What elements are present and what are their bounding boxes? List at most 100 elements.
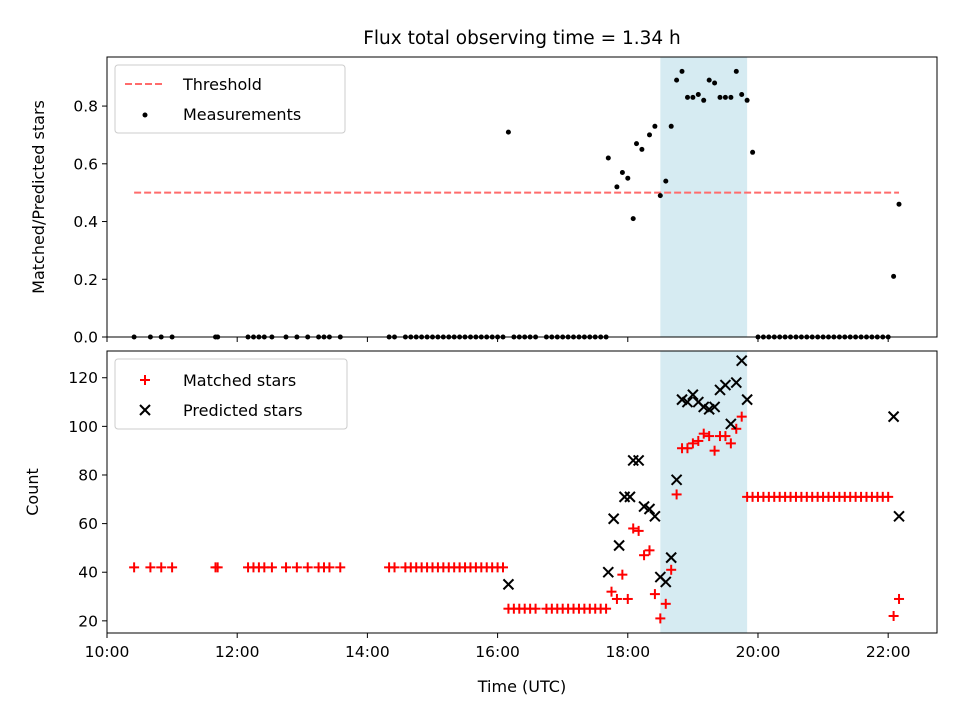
matched-star-point	[530, 603, 541, 614]
matched-star-point	[601, 603, 612, 614]
top-legend: Threshold Measurements	[114, 64, 346, 134]
matched-star-point	[324, 562, 335, 573]
matched-star-point	[639, 550, 650, 561]
measurement-point	[634, 141, 639, 147]
predicted-star-point	[649, 510, 661, 523]
matched-stars-points	[129, 411, 905, 624]
matched-star-point	[611, 593, 622, 604]
bottom-ytick-label: 40	[78, 564, 98, 582]
measurement-point	[614, 184, 620, 190]
predicted-star-point	[643, 503, 656, 515]
bottom-xtick-label: 20:00	[736, 643, 781, 661]
measurement-point	[712, 80, 718, 86]
bottom-ytick-label: 80	[78, 466, 98, 484]
legend-threshold-label: Threshold	[182, 75, 262, 94]
measurement-point	[717, 94, 723, 100]
matched-star-point	[736, 411, 747, 422]
legend-matched-icon	[140, 375, 150, 385]
bottom-highlight-span	[660, 351, 748, 633]
matched-star-point	[655, 613, 666, 624]
matched-star-point	[698, 428, 709, 439]
matched-star-point	[498, 562, 509, 573]
matched-star-point	[660, 598, 671, 609]
legend-measurements-icon	[142, 112, 148, 118]
figure-title: Flux total observing time = 1.34 h	[363, 28, 681, 49]
matched-star-point	[266, 562, 277, 573]
matched-star-point	[212, 562, 223, 573]
matched-star-point	[628, 523, 639, 534]
measurement-point	[657, 193, 663, 199]
measurement-point	[891, 273, 897, 279]
legend-predicted-icon	[139, 404, 151, 416]
predicted-stars-points	[502, 355, 905, 591]
predicted-star-point	[687, 389, 699, 401]
top-panel: 0.00.20.40.60.8 Matched/Predicted stars …	[29, 56, 938, 347]
matched-star-point	[720, 431, 731, 442]
matched-star-point	[617, 569, 628, 580]
matched-star-point	[666, 564, 677, 575]
measurement-point	[630, 216, 636, 222]
top-plot-frame	[106, 56, 938, 338]
legend-predicted-label: Predicted stars	[183, 401, 303, 420]
measurement-point	[619, 170, 625, 175]
top-y-axis: 0.0 0.2 0.4 0.6 0.8	[73, 98, 107, 347]
matched-star-point	[682, 443, 693, 454]
top-points	[131, 68, 902, 340]
matched-star-point	[129, 562, 140, 573]
measurement-point	[695, 92, 701, 97]
matched-star-point	[302, 562, 313, 573]
measurement-point	[706, 77, 712, 83]
matched-star-point	[687, 438, 698, 449]
measurement-point	[605, 155, 611, 161]
bottom-ytick-label: 120	[68, 369, 98, 387]
matched-star-point	[335, 562, 346, 573]
top-ytick-label: 0.2	[73, 271, 98, 289]
matched-star-point	[671, 489, 682, 500]
bottom-legend-box	[114, 358, 348, 430]
legend-measurements-label: Measurements	[183, 105, 301, 124]
measurement-point	[505, 129, 511, 135]
top-ytick-label: 0.0	[73, 329, 98, 347]
matched-star-point	[167, 562, 178, 573]
predicted-star-point	[730, 376, 742, 389]
top-legend-box	[114, 64, 346, 134]
bottom-panel: 20 40 60 80 100 120 10:00 12:00 14:00 16:00 18:00…	[23, 350, 938, 696]
predicted-star-point	[887, 410, 900, 423]
measurement-point	[652, 123, 658, 129]
predicted-star-point	[741, 393, 753, 406]
measurement-point	[896, 201, 902, 207]
predicted-star-point	[681, 396, 694, 408]
predicted-star-point	[607, 513, 620, 525]
bottom-plot-frame	[106, 350, 938, 634]
bottom-xtick-label: 16:00	[475, 643, 520, 661]
predicted-star-point	[632, 454, 645, 467]
matched-star-point	[704, 431, 715, 442]
measurement-point	[733, 68, 739, 74]
matched-star-point	[633, 525, 644, 536]
measurement-point	[668, 123, 674, 129]
bottom-ytick-label: 60	[78, 515, 98, 533]
top-highlight-span	[660, 57, 748, 337]
matched-star-point	[644, 545, 655, 556]
bottom-xtick-label: 22:00	[866, 643, 911, 661]
measurement-point	[639, 146, 645, 152]
matched-star-point	[731, 423, 742, 434]
matched-star-point	[281, 562, 292, 573]
top-y-axis-label: Matched/Predicted stars	[29, 100, 48, 294]
matched-star-point	[888, 610, 899, 621]
top-ytick-label: 0.6	[73, 155, 98, 173]
matched-star-point	[709, 445, 720, 456]
matched-star-point	[894, 593, 905, 604]
top-ytick-label: 0.8	[73, 98, 98, 116]
bottom-ytick-label: 100	[68, 418, 98, 436]
matched-star-point	[725, 438, 736, 449]
top-x-ticks	[106, 337, 889, 342]
predicted-star-point	[665, 551, 677, 564]
matched-star-point	[622, 593, 633, 604]
measurement-point	[739, 92, 745, 97]
measurement-point	[674, 77, 680, 83]
measurement-point	[679, 68, 685, 74]
predicted-star-point	[660, 576, 672, 588]
measurement-point	[647, 132, 652, 138]
predicted-star-point	[735, 355, 748, 367]
